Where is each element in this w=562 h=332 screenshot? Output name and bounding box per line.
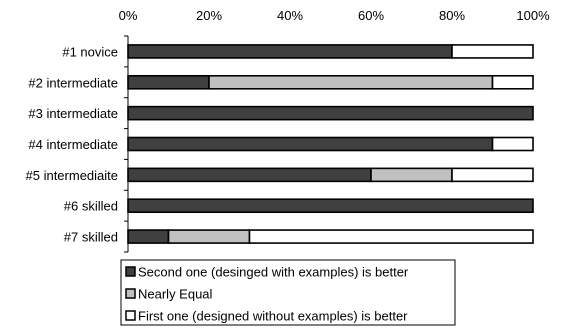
legend-box [120, 259, 456, 326]
legend-label: First one (designed without examples) is… [138, 309, 408, 324]
legend-label: Nearly Equal [138, 287, 213, 302]
category-label: #6 skilled [64, 199, 118, 214]
legend: Second one (desinged with examples) is b… [120, 259, 456, 326]
x-tick-label: 80% [439, 8, 465, 23]
bar-segment [127, 105, 534, 121]
bar-segment [491, 136, 534, 152]
bar-segment [127, 167, 372, 183]
category-label: #5 intermediaite [26, 168, 119, 183]
x-tick-label: 60% [358, 8, 384, 23]
bar-segment [127, 74, 210, 90]
category-label: #3 intermediate [28, 106, 118, 121]
legend-swatch [125, 288, 136, 299]
x-tick-label: 100% [516, 8, 550, 23]
bar-segment [491, 74, 534, 90]
bar-segment [127, 198, 534, 214]
bar-segment [451, 167, 534, 183]
y-axis: #1 novice #2 intermediate #3 intermediate #… [26, 35, 129, 253]
category-label: #7 skilled [64, 230, 118, 245]
bar-segment [127, 44, 453, 59]
legend-swatch [125, 310, 136, 321]
x-tick-label: 0% [119, 8, 138, 23]
x-axis: 0% 20% 40% 60% 80% 100% [119, 8, 550, 23]
legend-swatch [125, 266, 136, 277]
legend-label: Second one (desinged with examples) is b… [138, 265, 409, 280]
x-tick-label: 20% [196, 8, 222, 23]
category-label: #1 novice [62, 44, 118, 59]
bar-segment [370, 167, 453, 183]
bar-segment [208, 74, 494, 90]
bar-segment [127, 136, 494, 152]
bar-segment [451, 44, 534, 59]
x-tick-label: 40% [277, 8, 303, 23]
bars [127, 44, 534, 244]
bar-segment [127, 229, 170, 244]
bar-segment [248, 229, 534, 244]
category-label: #2 intermediate [28, 75, 118, 90]
bar-segment [167, 229, 251, 244]
category-label: #4 intermediate [28, 137, 118, 152]
